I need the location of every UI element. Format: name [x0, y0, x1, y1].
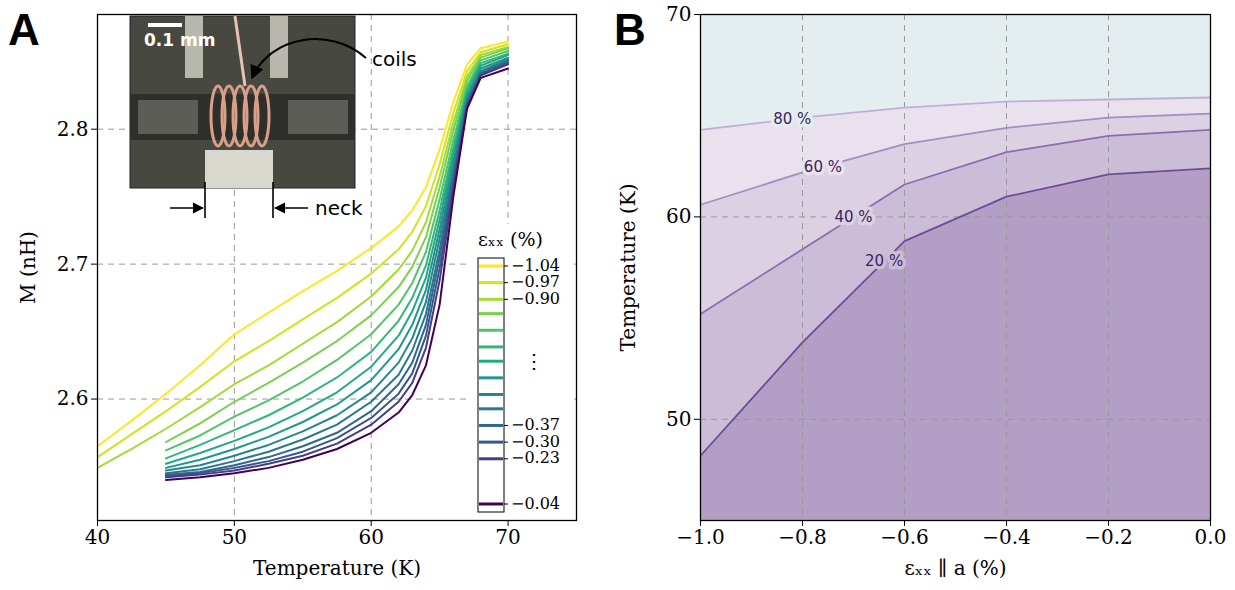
- svg-text:−0.90: −0.90: [511, 289, 560, 308]
- svg-text:20 %: 20 %: [865, 252, 903, 270]
- svg-text:60 %: 60 %: [804, 158, 842, 176]
- svg-text:2.8: 2.8: [57, 117, 89, 141]
- svg-text:40: 40: [85, 525, 110, 549]
- svg-text:−1.04: −1.04: [511, 256, 560, 275]
- svg-text:−0.04: −0.04: [511, 494, 560, 513]
- svg-text:−0.6: −0.6: [880, 525, 929, 549]
- svg-text:2.7: 2.7: [57, 252, 89, 276]
- svg-text:⋮: ⋮: [524, 349, 544, 373]
- svg-text:−0.37: −0.37: [511, 415, 560, 434]
- svg-text:2.6: 2.6: [57, 386, 89, 410]
- svg-text:−0.2: −0.2: [1084, 525, 1133, 549]
- svg-text:coils: coils: [372, 47, 417, 71]
- svg-text:−0.4: −0.4: [982, 525, 1031, 549]
- svg-text:−0.30: −0.30: [511, 432, 560, 451]
- html-text:A: A: [8, 5, 40, 54]
- svg-text:Temperature (K): Temperature (K): [616, 184, 640, 352]
- svg-text:Temperature (K): Temperature (K): [253, 556, 421, 580]
- svg-text:60: 60: [666, 204, 691, 228]
- svg-text:−1.0: −1.0: [676, 525, 725, 549]
- svg-text:0.1 mm: 0.1 mm: [144, 30, 215, 50]
- svg-text:−0.23: −0.23: [511, 448, 560, 467]
- svg-text:70: 70: [666, 2, 691, 26]
- svg-text:neck: neck: [315, 196, 363, 220]
- svg-text:40 %: 40 %: [834, 208, 872, 226]
- svg-text:0.0: 0.0: [1195, 525, 1227, 549]
- svg-text:M (nH): M (nH): [16, 231, 40, 304]
- svg-text:50: 50: [666, 407, 691, 431]
- svg-text:εₓₓ (%): εₓₓ (%): [478, 228, 543, 250]
- svg-text:−0.8: −0.8: [778, 525, 827, 549]
- svg-text:60: 60: [358, 525, 383, 549]
- svg-text:80 %: 80 %: [773, 110, 811, 128]
- svg-text:70: 70: [495, 525, 520, 549]
- svg-text:εₓₓ ∥ a (%): εₓₓ ∥ a (%): [904, 556, 1006, 580]
- html-text:B: B: [614, 5, 646, 54]
- svg-text:50: 50: [222, 525, 247, 549]
- svg-text:−0.97: −0.97: [511, 272, 560, 291]
